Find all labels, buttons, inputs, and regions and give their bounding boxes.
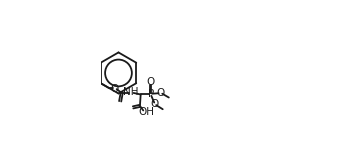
Text: O: O [150, 99, 159, 109]
Text: OH: OH [138, 107, 154, 117]
Text: NH: NH [123, 87, 138, 97]
Text: O: O [147, 77, 155, 87]
Text: O: O [110, 84, 118, 94]
Text: O: O [156, 88, 165, 98]
Text: P: P [148, 89, 154, 99]
